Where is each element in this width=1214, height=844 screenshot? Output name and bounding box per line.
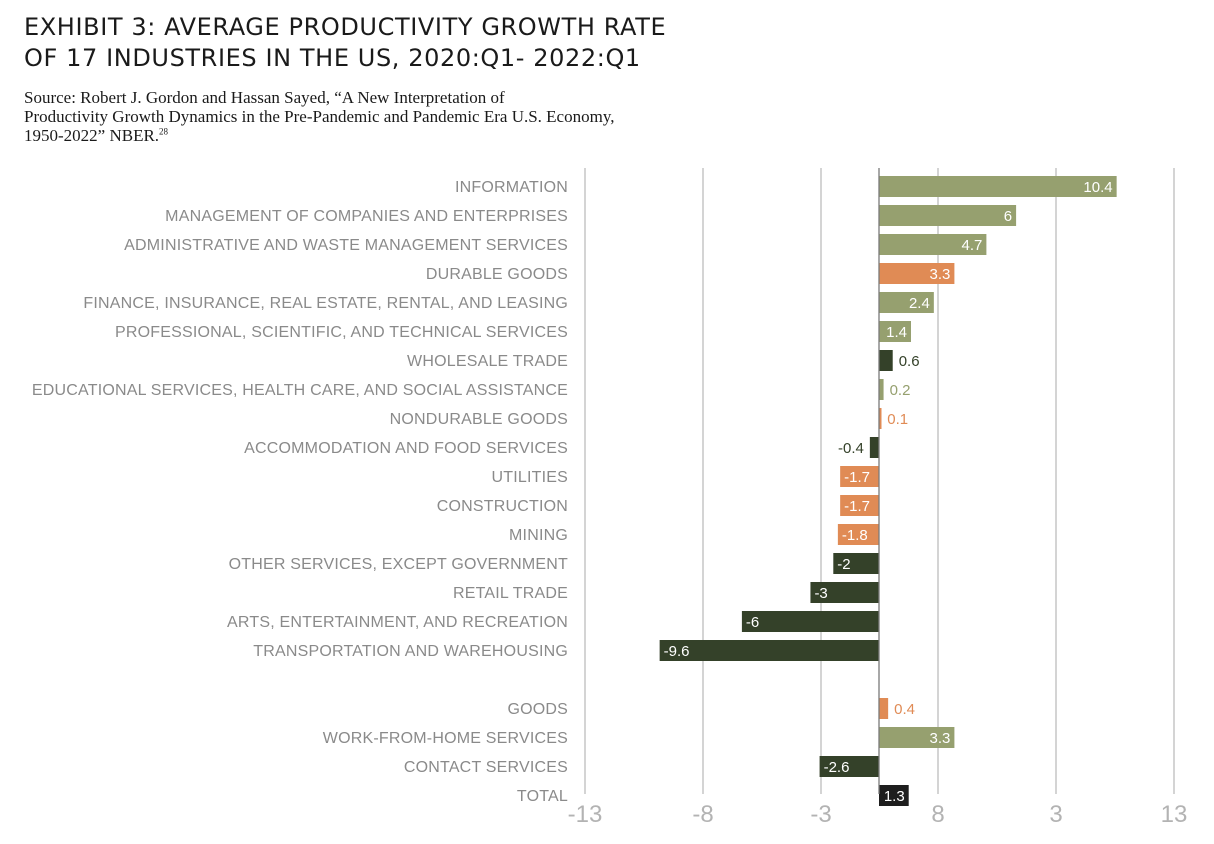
value-label-retail-trade: -3 bbox=[814, 585, 827, 602]
value-label-arts-entertainment-and-recreation: -6 bbox=[746, 614, 759, 631]
chart-title: EXHIBIT 3: AVERAGE PRODUCTIVITY GROWTH R… bbox=[24, 12, 666, 74]
bar-durable-goods bbox=[879, 263, 955, 284]
bar-educational-services-health-care-and-social-assistance bbox=[879, 379, 884, 400]
bar-contact-services bbox=[819, 756, 879, 777]
value-label-accommodation-and-food-services: -0.4 bbox=[838, 440, 864, 457]
category-label-professional-scientific-and-technical-services: PROFESSIONAL, SCIENTIFIC, AND TECHNICAL … bbox=[115, 324, 568, 341]
value-label-wholesale-trade: 0.6 bbox=[899, 353, 920, 370]
category-label-information: INFORMATION bbox=[455, 179, 568, 196]
category-label-wholesale-trade: WHOLESALE TRADE bbox=[407, 353, 568, 370]
category-label-administrative-and-waste-management-services: ADMINISTRATIVE AND WASTE MANAGEMENT SERV… bbox=[124, 237, 568, 254]
chart-title-line-2: OF 17 INDUSTRIES IN THE US, 2020:Q1- 202… bbox=[24, 44, 641, 72]
category-label-contact-services: CONTACT SERVICES bbox=[404, 759, 568, 776]
x-tick-label: -3 bbox=[810, 801, 831, 828]
bar-other-services-except-government bbox=[833, 553, 879, 574]
bars bbox=[659, 176, 1117, 806]
bar-utilities bbox=[840, 466, 879, 487]
category-label-goods: GOODS bbox=[507, 701, 568, 718]
x-tick-label: -13 bbox=[568, 801, 603, 828]
value-label-transportation-and-warehousing: -9.6 bbox=[664, 643, 690, 660]
bar-wholesale-trade bbox=[879, 350, 893, 371]
bar-finance-insurance-real-estate-rental-and-leasing bbox=[879, 292, 934, 313]
source-footnote-marker: 28 bbox=[159, 126, 169, 137]
category-label-construction: CONSTRUCTION bbox=[437, 498, 568, 515]
category-label-educational-services-health-care-and-social-assistance: EDUCATIONAL SERVICES, HEALTH CARE, AND S… bbox=[32, 382, 568, 399]
x-axis-ticks: -13 -8 -3 8 3 13 bbox=[568, 801, 1188, 828]
x-tick-label: -8 bbox=[692, 801, 713, 828]
bar-information bbox=[879, 176, 1117, 197]
category-label-nondurable-goods: NONDURABLE GOODS bbox=[390, 411, 568, 428]
source-line-2: Productivity Growth Dynamics in the Pre-… bbox=[24, 107, 615, 126]
category-label-transportation-and-warehousing: TRANSPORTATION AND WAREHOUSING bbox=[253, 643, 568, 660]
value-label-contact-services: -2.6 bbox=[824, 759, 850, 776]
value-label-work-from-home-services: 3.3 bbox=[930, 730, 951, 747]
value-label-mining: -1.8 bbox=[842, 527, 868, 544]
category-label-work-from-home-services: WORK-FROM-HOME SERVICES bbox=[323, 730, 568, 747]
value-label-educational-services-health-care-and-social-assistance: 0.2 bbox=[890, 382, 911, 399]
value-label-information: 10.4 bbox=[1083, 179, 1112, 196]
x-tick-label: 13 bbox=[1161, 801, 1188, 828]
bar-total bbox=[879, 785, 909, 806]
value-labels: 10.464.73.32.41.40.60.20.1-0.4-1.7-1.7-1… bbox=[664, 179, 1113, 805]
gridlines bbox=[584, 168, 1175, 794]
bar-goods bbox=[879, 698, 889, 719]
value-label-administrative-and-waste-management-services: 4.7 bbox=[962, 237, 983, 254]
value-label-durable-goods: 3.3 bbox=[930, 266, 951, 283]
value-label-goods: 0.4 bbox=[894, 701, 915, 718]
category-label-total: TOTAL bbox=[517, 788, 568, 805]
category-label-finance-insurance-real-estate-rental-and-leasing: FINANCE, INSURANCE, REAL ESTATE, RENTAL,… bbox=[83, 295, 568, 312]
category-label-retail-trade: RETAIL TRADE bbox=[453, 585, 568, 602]
bar-construction bbox=[840, 495, 879, 516]
source-line-3: 1950-2022” NBER.28 bbox=[24, 126, 614, 145]
value-label-nondurable-goods: 0.1 bbox=[887, 411, 908, 428]
chart-source: Source: Robert J. Gordon and Hassan Saye… bbox=[24, 88, 614, 145]
category-label-accommodation-and-food-services: ACCOMMODATION AND FOOD SERVICES bbox=[244, 440, 568, 457]
category-label-arts-entertainment-and-recreation: ARTS, ENTERTAINMENT, AND RECREATION bbox=[227, 614, 568, 631]
bar-retail-trade bbox=[810, 582, 879, 603]
x-tick-label: 3 bbox=[1049, 801, 1062, 828]
value-label-total: 1.3 bbox=[884, 788, 905, 805]
category-label-utilities: UTILITIES bbox=[492, 469, 568, 486]
value-label-construction: -1.7 bbox=[844, 498, 870, 515]
value-label-utilities: -1.7 bbox=[844, 469, 870, 486]
value-label-professional-scientific-and-technical-services: 1.4 bbox=[886, 324, 907, 341]
bar-administrative-and-waste-management-services bbox=[879, 234, 987, 255]
bar-mining bbox=[837, 524, 879, 545]
bar-management-of-companies-and-enterprises bbox=[879, 205, 1017, 226]
value-label-management-of-companies-and-enterprises: 6 bbox=[1004, 208, 1012, 225]
value-label-other-services-except-government: -2 bbox=[837, 556, 850, 573]
bar-accommodation-and-food-services bbox=[869, 437, 879, 458]
category-label-durable-goods: DURABLE GOODS bbox=[426, 266, 568, 283]
value-label-finance-insurance-real-estate-rental-and-leasing: 2.4 bbox=[909, 295, 930, 312]
category-label-management-of-companies-and-enterprises: MANAGEMENT OF COMPANIES AND ENTERPRISES bbox=[165, 208, 568, 225]
chart-title-line-1: EXHIBIT 3: AVERAGE PRODUCTIVITY GROWTH R… bbox=[24, 13, 667, 41]
source-line-1: Source: Robert J. Gordon and Hassan Saye… bbox=[24, 88, 505, 107]
bar-work-from-home-services bbox=[879, 727, 955, 748]
category-label-other-services-except-government: OTHER SERVICES, EXCEPT GOVERNMENT bbox=[229, 556, 568, 573]
bar-professional-scientific-and-technical-services bbox=[879, 321, 911, 342]
category-labels: INFORMATION MANAGEMENT OF COMPANIES AND E… bbox=[32, 179, 568, 805]
source-line-3-text: 1950-2022” NBER. bbox=[24, 126, 160, 145]
x-tick-label: 8 bbox=[931, 801, 944, 828]
bar-arts-entertainment-and-recreation bbox=[741, 611, 879, 632]
bar-transportation-and-warehousing bbox=[659, 640, 879, 661]
bar-nondurable-goods bbox=[879, 408, 882, 429]
category-label-mining: MINING bbox=[509, 527, 568, 544]
